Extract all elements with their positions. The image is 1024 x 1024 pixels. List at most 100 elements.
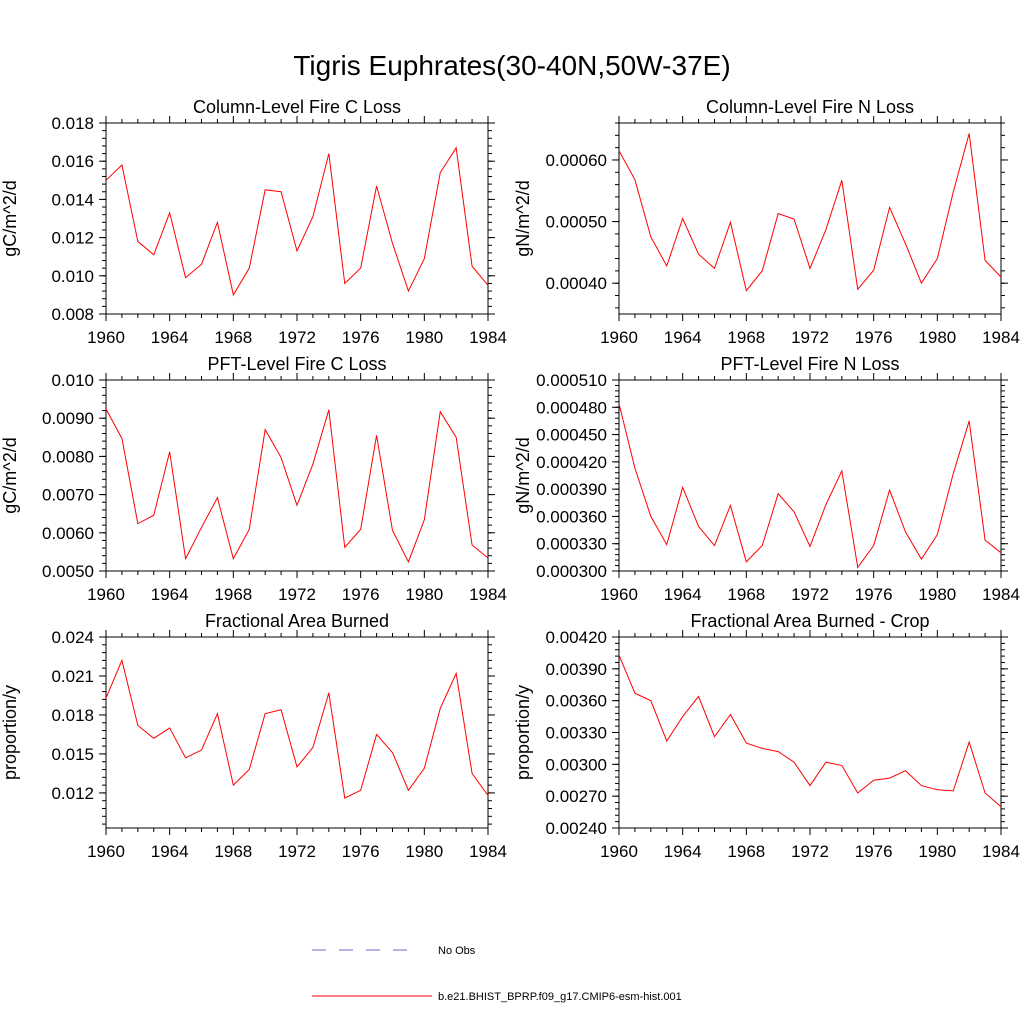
x-tick-label: 1972 <box>278 842 316 861</box>
panel-title: PFT-Level Fire C Loss <box>207 354 386 374</box>
y-tick-label: 0.00300 <box>546 755 607 774</box>
series-line <box>618 403 1002 569</box>
x-tick-label: 1980 <box>405 328 443 347</box>
y-tick-label: 0.000420 <box>536 453 607 472</box>
x-tick-label: 1972 <box>791 585 829 604</box>
y-axis-label: gC/m^2/d <box>0 180 20 256</box>
y-tick-label: 0.010 <box>51 267 94 286</box>
y-tick-label: 0.014 <box>51 190 94 209</box>
panel-title: Fractional Area Burned - Crop <box>690 611 929 631</box>
panel-title: Fractional Area Burned <box>205 611 389 631</box>
panel-title: Column-Level Fire N Loss <box>706 97 914 117</box>
legend-label-model: b.e21.BHIST_BPRP.f09_g17.CMIP6-esm-hist.… <box>438 991 682 1003</box>
y-tick-label: 0.00390 <box>546 660 607 679</box>
y-axis-label: proportion/y <box>513 685 533 780</box>
x-tick-label: 1964 <box>151 328 189 347</box>
y-tick-label: 0.00040 <box>546 274 607 293</box>
y-axis-label: gC/m^2/d <box>0 437 20 513</box>
legend: No Obs b.e21.BHIST_BPRP.f09_g17.CMIP6-es… <box>312 945 682 1003</box>
y-tick-label: 0.000480 <box>536 398 607 417</box>
y-tick-label: 0.00270 <box>546 787 607 806</box>
panel-1: 1960 1964 1968 1972 1976 1980 1984 0.008 0.010 0.… <box>0 97 507 347</box>
x-tick-label: 1968 <box>214 585 252 604</box>
x-tick-label: 1984 <box>469 585 507 604</box>
y-axis-label: gN/m^2/d <box>513 180 533 256</box>
x-tick-label: 1984 <box>982 842 1020 861</box>
x-tick-label: 1968 <box>727 328 765 347</box>
x-tick-label: 1972 <box>791 328 829 347</box>
y-tick-label: 0.018 <box>51 114 94 133</box>
y-tick-label: 0.012 <box>51 229 94 248</box>
x-tick-label: 1976 <box>342 328 380 347</box>
x-tick-label: 1984 <box>469 328 507 347</box>
y-axis-label: gN/m^2/d <box>513 437 533 513</box>
y-tick-label: 0.00050 <box>546 213 607 232</box>
x-tick-label: 1984 <box>982 585 1020 604</box>
x-tick-label: 1964 <box>664 842 702 861</box>
x-tick-label: 1960 <box>600 842 638 861</box>
x-tick-label: 1976 <box>855 842 893 861</box>
legend-label-no-obs: No Obs <box>438 945 476 957</box>
figure-title: Tigris Euphrates(30-40N,50W-37E) <box>293 50 730 81</box>
x-tick-label: 1960 <box>87 328 125 347</box>
x-tick-label: 1968 <box>727 842 765 861</box>
y-tick-label: 0.012 <box>51 784 94 803</box>
y-tick-label: 0.000390 <box>536 480 607 499</box>
y-tick-label: 0.010 <box>51 371 94 390</box>
x-tick-label: 1972 <box>278 328 316 347</box>
series-line <box>618 133 1002 292</box>
x-tick-label: 1976 <box>342 585 380 604</box>
y-tick-label: 0.0080 <box>42 447 94 466</box>
y-tick-label: 0.0090 <box>42 409 94 428</box>
x-tick-label: 1980 <box>918 328 956 347</box>
y-tick-label: 0.00420 <box>546 628 607 647</box>
y-tick-label: 0.000330 <box>536 535 607 554</box>
y-tick-label: 0.00060 <box>546 151 607 170</box>
panels-group: 1960 1964 1968 1972 1976 1980 1984 0.008 0.010 0.… <box>0 97 1020 861</box>
panel-title: PFT-Level Fire N Loss <box>720 354 899 374</box>
y-tick-label: 0.021 <box>51 667 94 686</box>
series-line <box>618 654 1002 808</box>
x-tick-label: 1984 <box>982 328 1020 347</box>
y-tick-label: 0.015 <box>51 745 94 764</box>
y-tick-label: 0.008 <box>51 305 94 324</box>
y-tick-label: 0.0070 <box>42 486 94 505</box>
x-tick-label: 1972 <box>278 585 316 604</box>
x-tick-label: 1980 <box>918 585 956 604</box>
x-tick-label: 1968 <box>214 842 252 861</box>
x-tick-label: 1984 <box>469 842 507 861</box>
y-axis-label: proportion/y <box>0 685 20 780</box>
panel-3: 1960 1964 1968 1972 1976 1980 1984 0.0050 0.0060… <box>0 354 507 604</box>
panel-title: Column-Level Fire C Loss <box>193 97 401 117</box>
x-tick-label: 1960 <box>87 585 125 604</box>
x-tick-label: 1964 <box>664 585 702 604</box>
y-tick-label: 0.00240 <box>546 819 607 838</box>
x-tick-label: 1976 <box>342 842 380 861</box>
y-tick-label: 0.000300 <box>536 562 607 581</box>
x-tick-label: 1960 <box>600 585 638 604</box>
x-tick-label: 1968 <box>727 585 765 604</box>
x-tick-label: 1972 <box>791 842 829 861</box>
x-tick-label: 1960 <box>87 842 125 861</box>
series-line <box>105 408 489 564</box>
panel-4: 1960 1964 1968 1972 1976 1980 1984 0.000300 0.00… <box>513 354 1020 604</box>
x-tick-label: 1964 <box>151 842 189 861</box>
x-tick-label: 1976 <box>855 328 893 347</box>
x-tick-label: 1964 <box>151 585 189 604</box>
x-tick-label: 1976 <box>855 585 893 604</box>
y-tick-label: 0.000450 <box>536 426 607 445</box>
y-tick-label: 0.0060 <box>42 524 94 543</box>
y-tick-label: 0.00330 <box>546 724 607 743</box>
y-tick-label: 0.016 <box>51 152 94 171</box>
x-tick-label: 1980 <box>405 842 443 861</box>
series-line <box>105 658 489 799</box>
x-tick-label: 1968 <box>214 328 252 347</box>
y-tick-label: 0.000360 <box>536 507 607 526</box>
y-tick-label: 0.000510 <box>536 371 607 390</box>
y-tick-label: 0.024 <box>51 628 94 647</box>
x-tick-label: 1980 <box>918 842 956 861</box>
panel-6: 1960 1964 1968 1972 1976 1980 1984 0.00240 0.002… <box>513 611 1020 861</box>
series-line <box>105 146 489 297</box>
x-tick-label: 1960 <box>600 328 638 347</box>
